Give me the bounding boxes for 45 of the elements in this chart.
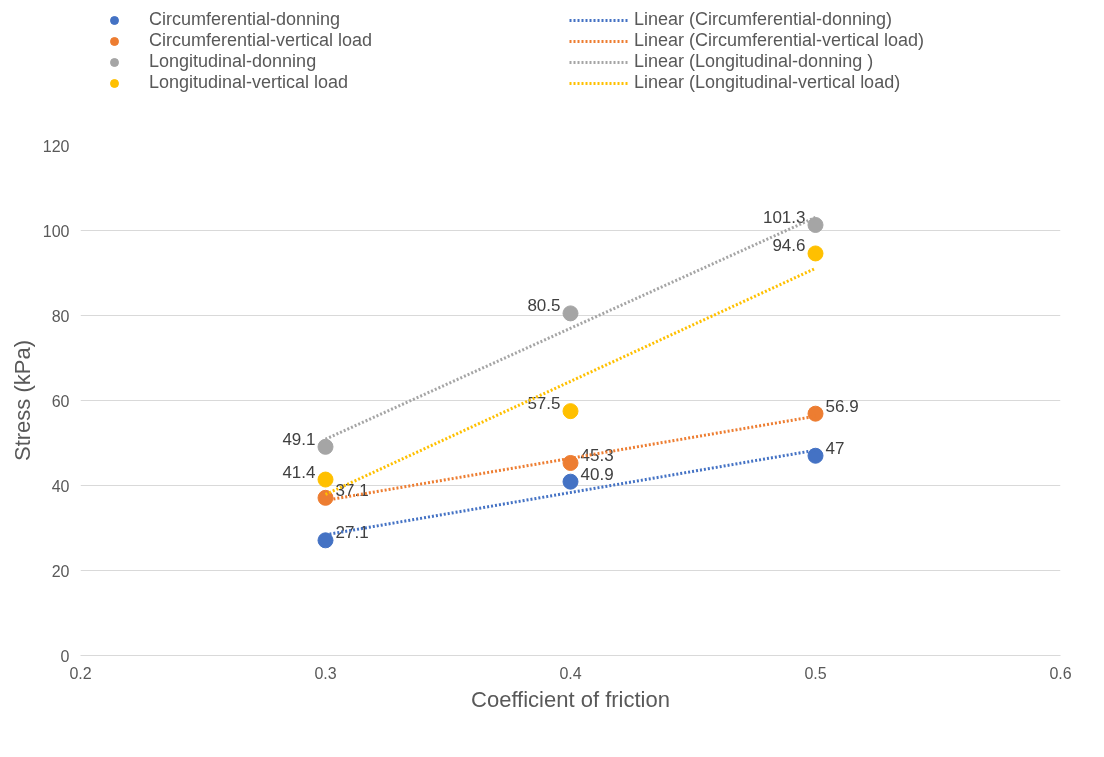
data-label: 37.1 (335, 480, 369, 500)
legend-label: Linear (Circumferential-donning) (634, 9, 894, 30)
point (807, 245, 824, 262)
point (807, 216, 824, 233)
data-label: 101.3 (762, 207, 806, 227)
point (562, 473, 579, 490)
y-tick-label: 100 (42, 222, 70, 240)
point (317, 532, 334, 549)
point (317, 489, 334, 506)
data-label: 47 (825, 438, 845, 458)
y-tick-label: 60 (51, 392, 70, 410)
legend-label: Longitudinal-donning (149, 51, 318, 72)
data-label: 56.9 (825, 396, 859, 416)
y-tick-label: 80 (51, 307, 70, 325)
data-label: 41.4 (282, 462, 316, 482)
y-tick-label: 0 (60, 647, 70, 665)
legend-label: Circumferential-vertical load (149, 30, 374, 51)
y-axis-title: Stress (kPa) (9, 339, 35, 462)
x-tick-label: 0.2 (69, 664, 92, 682)
point (562, 305, 579, 322)
point (317, 471, 334, 488)
x-tick-label: 0.5 (804, 664, 827, 682)
data-label: 27.1 (335, 523, 369, 543)
point (562, 454, 579, 471)
x-axis-title: Coefficient of friction (471, 686, 670, 712)
legend-label: Linear (Longitudinal-vertical load) (634, 72, 902, 93)
legend-label: Circumferential-donning (149, 9, 342, 30)
data-label: 80.5 (527, 296, 561, 316)
y-tick-label: 40 (51, 477, 70, 495)
point (562, 403, 579, 420)
legend-label: Longitudinal-vertical load (149, 72, 350, 93)
point (317, 438, 334, 455)
x-tick-label: 0.6 (1049, 664, 1072, 682)
legend-label: Linear (Longitudinal-donning ) (634, 51, 875, 72)
data-label: 40.9 (580, 464, 614, 484)
x-tick-label: 0.4 (559, 664, 582, 682)
data-label: 49.1 (282, 429, 316, 449)
legend-label: Linear (Circumferential-vertical load) (634, 30, 926, 51)
point (807, 405, 824, 422)
y-tick-label: 20 (51, 562, 70, 580)
y-tick-label: 120 (42, 137, 70, 155)
x-tick-label: 0.3 (314, 664, 337, 682)
point (807, 447, 824, 464)
data-label: 57.5 (527, 394, 561, 414)
data-label: 94.6 (772, 236, 806, 256)
